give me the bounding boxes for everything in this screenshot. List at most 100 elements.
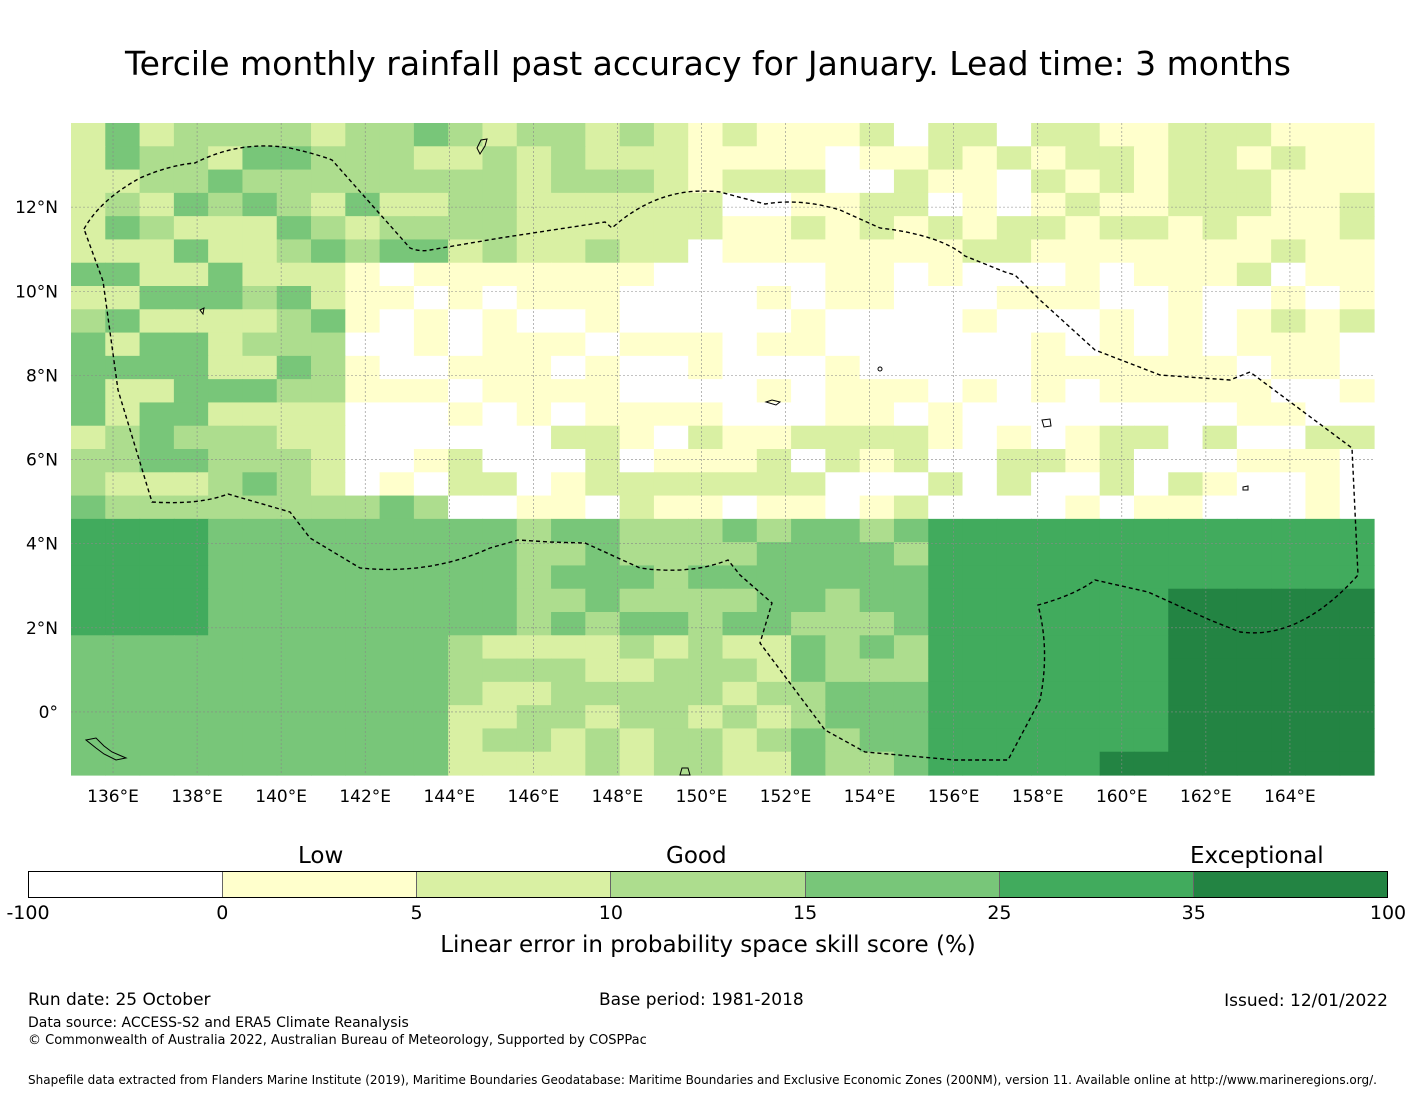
- grid-cell: [893, 355, 929, 380]
- grid-cell: [71, 402, 106, 427]
- grid-cell: [1168, 565, 1204, 590]
- grid-cell: [379, 681, 415, 706]
- grid-cell: [139, 542, 175, 567]
- grid-cell: [379, 146, 415, 171]
- grid-cell: [585, 239, 621, 264]
- grid-cell: [996, 239, 1032, 264]
- grid-cell: [208, 518, 244, 543]
- grid-cell: [139, 705, 175, 730]
- grid-cell: [1099, 612, 1135, 636]
- grid-cell: [1133, 309, 1169, 334]
- grid-cell: [1202, 495, 1238, 520]
- grid-cell: [1339, 472, 1375, 497]
- grid-cell: [619, 565, 655, 590]
- grid-cell: [482, 262, 518, 287]
- grid-cell: [1065, 565, 1101, 590]
- grid-cell: [688, 355, 724, 380]
- grid-cell: [1339, 565, 1375, 590]
- grid-cell: [379, 169, 415, 194]
- grid-cell: [1168, 681, 1204, 706]
- grid-cell: [928, 588, 964, 613]
- grid-cell: [345, 518, 381, 543]
- grid-cell: [585, 705, 621, 730]
- grid-cell: [653, 565, 689, 590]
- grid-cell: [756, 681, 792, 706]
- grid-cell: [345, 286, 381, 310]
- grid-cell: [345, 146, 381, 171]
- grid-cell: [311, 658, 346, 683]
- grid-cell: [105, 705, 141, 730]
- grid-cell: [276, 355, 312, 380]
- island-chuuk: [764, 399, 782, 406]
- grid-cell: [173, 239, 209, 264]
- grid-cell: [173, 495, 209, 520]
- grid-cell: [928, 658, 964, 683]
- grid-cell: [859, 169, 895, 194]
- grid-cell: [1271, 681, 1307, 706]
- grid-cell: [962, 542, 998, 567]
- grid-cell: [71, 239, 106, 264]
- lat-tick-label: 12°N: [15, 198, 58, 218]
- grid-cell: [1305, 332, 1341, 357]
- grid-cell: [791, 635, 826, 660]
- grid-cell: [482, 658, 518, 683]
- grid-cell: [756, 542, 792, 567]
- grid-cell: [1305, 216, 1341, 241]
- grid-cell: [1031, 449, 1066, 473]
- grid-cell: [173, 518, 209, 543]
- grid-cell: [208, 169, 244, 194]
- grid-cell: [276, 309, 312, 334]
- grid-cell: [1271, 705, 1307, 730]
- grid-cell: [1168, 402, 1204, 427]
- grid-cell: [791, 542, 826, 567]
- grid-cell: [276, 565, 312, 590]
- grid-cell: [688, 635, 724, 660]
- grid-cell: [105, 239, 141, 264]
- grid-cell: [139, 635, 175, 660]
- grid-cell: [345, 355, 381, 380]
- grid-cell: [1271, 495, 1307, 520]
- grid-cell: [448, 239, 484, 264]
- colorbar-segment: [417, 872, 612, 897]
- grid-cell: [722, 355, 758, 380]
- colorbar-segment: [29, 872, 224, 897]
- grid-cell: [585, 262, 621, 287]
- grid-cell: [688, 612, 724, 636]
- grid-cell: [208, 728, 244, 753]
- grid-cell: [996, 216, 1032, 241]
- grid-cell: [1236, 355, 1272, 380]
- grid-cell: [893, 146, 929, 171]
- grid-cell: [1031, 751, 1066, 776]
- grid-cell: [345, 658, 381, 683]
- grid-cell: [756, 658, 792, 683]
- grid-cell: [619, 239, 655, 264]
- grid-cell: [962, 681, 998, 706]
- grid-cell: [996, 612, 1032, 636]
- grid-cell: [1065, 355, 1101, 380]
- grid-cell: [722, 449, 758, 473]
- grid-cell: [311, 309, 346, 334]
- grid-cell: [756, 565, 792, 590]
- grid-cell: [619, 472, 655, 497]
- grid-cell: [208, 216, 244, 241]
- data-source: Data source: ACCESS-S2 and ERA5 Climate …: [28, 1015, 409, 1031]
- grid-cell: [1202, 425, 1238, 450]
- grid-cell: [71, 379, 106, 404]
- grid-cell: [516, 449, 552, 473]
- grid-cell: [551, 286, 586, 310]
- grid-cell: [859, 542, 895, 567]
- grid-cell: [139, 355, 175, 380]
- grid-cell: [71, 286, 106, 310]
- grid-cell: [345, 239, 381, 264]
- grid-cell: [71, 705, 106, 730]
- grid-cell: [722, 402, 758, 427]
- grid-cell: [1271, 309, 1307, 334]
- grid-cell: [1168, 449, 1204, 473]
- grid-cell: [893, 495, 929, 520]
- grid-cell: [1168, 588, 1204, 613]
- grid-cell: [722, 286, 758, 310]
- grid-cell: [962, 216, 998, 241]
- eez-boundary: [83, 145, 1359, 761]
- grid-cell: [1236, 379, 1272, 404]
- grid-cell: [105, 262, 141, 287]
